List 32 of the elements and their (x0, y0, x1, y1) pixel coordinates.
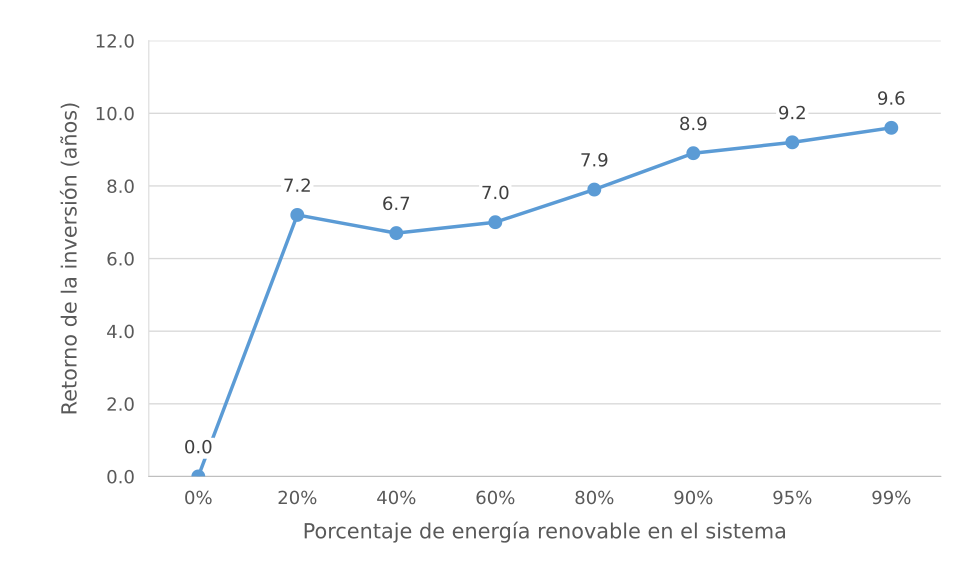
x-axis-title: Porcentaje de energía renovable en el sistema (304, 522, 786, 543)
point (686, 146, 700, 160)
y-tick-label: 4.0 (107, 324, 134, 338)
x-tick-label: 20% (278, 490, 316, 504)
data-label: 0.0 (185, 440, 212, 454)
y-tick-label: 8.0 (107, 179, 134, 194)
y-tick-label: 12.0 (96, 34, 134, 48)
point (884, 120, 898, 135)
data-label: 6.7 (383, 196, 410, 210)
data-label: 7.2 (284, 178, 310, 192)
point (488, 215, 502, 230)
data-label: 8.9 (680, 116, 706, 130)
y-tick-label: 6.0 (107, 252, 134, 266)
point (389, 226, 404, 240)
data-label: 9.2 (779, 106, 805, 120)
point (587, 182, 602, 196)
y-tick-label: 10.0 (96, 106, 134, 120)
x-tick-label: 90% (674, 490, 712, 504)
y-tick-label: 2.0 (108, 397, 134, 411)
y-axis-title: Retorno de la inversión (años) (60, 104, 80, 414)
x-tick-label: 40% (377, 490, 416, 504)
data-label: 7.0 (482, 186, 508, 200)
point (785, 135, 800, 150)
x-tick-label: 60% (476, 490, 514, 504)
data-label: 9.6 (878, 91, 905, 105)
y-tick-label: 0.0 (107, 470, 134, 484)
x-tick-label: 95% (773, 490, 812, 504)
data-label: 7.9 (581, 152, 608, 167)
x-tick-label: 99% (872, 490, 910, 504)
point (290, 208, 304, 222)
x-tick-label: 80% (575, 490, 614, 504)
x-tick-label: 0% (185, 490, 212, 504)
